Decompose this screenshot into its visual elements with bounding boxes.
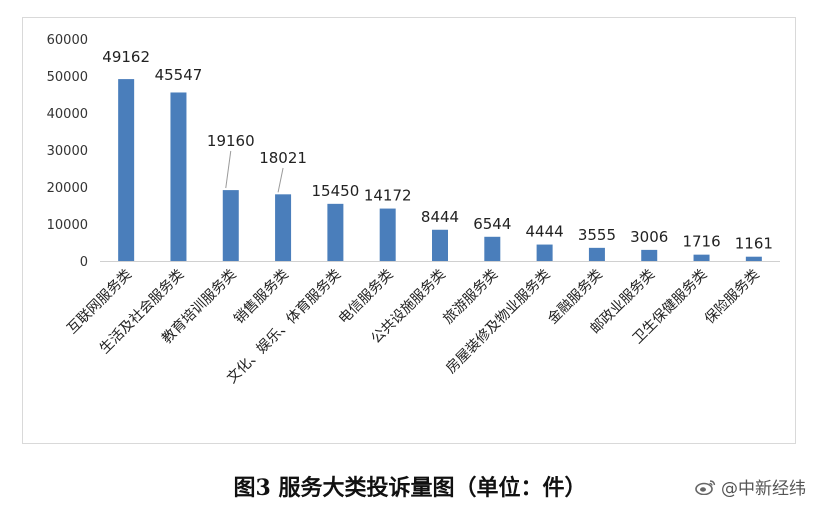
data-label: 15450: [312, 182, 360, 200]
data-label: 45547: [155, 66, 203, 84]
label-leader-line: [277, 167, 284, 193]
data-label: 1716: [682, 233, 720, 251]
data-label: 3555: [578, 226, 616, 244]
bar: [641, 249, 658, 261]
data-label: 3006: [630, 228, 668, 246]
y-tick-label: 50000: [47, 70, 88, 85]
watermark: @中新经纬: [695, 474, 806, 499]
bar: [222, 190, 239, 261]
bar: [536, 244, 553, 261]
y-tick-label: 0: [80, 255, 88, 270]
bar: [588, 247, 605, 261]
data-label: 14172: [364, 187, 412, 205]
y-tick-label: 60000: [47, 33, 88, 48]
weibo-icon: [695, 479, 717, 495]
data-label: 8444: [421, 208, 459, 226]
x-tick-label: 保险服务类: [702, 267, 763, 328]
watermark-text: @中新经纬: [721, 479, 806, 499]
data-label: 18021: [259, 149, 307, 167]
bar: [275, 194, 292, 261]
data-label: 6544: [473, 215, 511, 233]
figure-caption: 图3 服务大类投诉量图（单位：件）: [233, 475, 587, 501]
label-leader-line: [225, 150, 232, 189]
y-tick-label: 20000: [47, 181, 88, 196]
x-tick-label: 房屋装修及物业服务类: [443, 267, 553, 377]
bar: [484, 236, 501, 261]
data-label: 4444: [526, 223, 564, 241]
bar-chart: 010000200003000040000500006000049162互联网服…: [47, 33, 780, 387]
y-tick-label: 30000: [47, 144, 88, 159]
y-tick-label: 10000: [47, 218, 88, 233]
bar: [432, 229, 448, 261]
data-label: 49162: [102, 48, 150, 66]
bar: [327, 203, 344, 261]
bar: [693, 254, 710, 261]
data-label: 19160: [207, 132, 255, 150]
data-label: 1161: [735, 235, 773, 253]
chart-frame: [22, 17, 796, 444]
y-tick-label: 40000: [47, 107, 88, 122]
bar: [118, 79, 135, 261]
bar: [745, 256, 762, 261]
bar: [170, 92, 187, 261]
bar: [379, 208, 396, 261]
